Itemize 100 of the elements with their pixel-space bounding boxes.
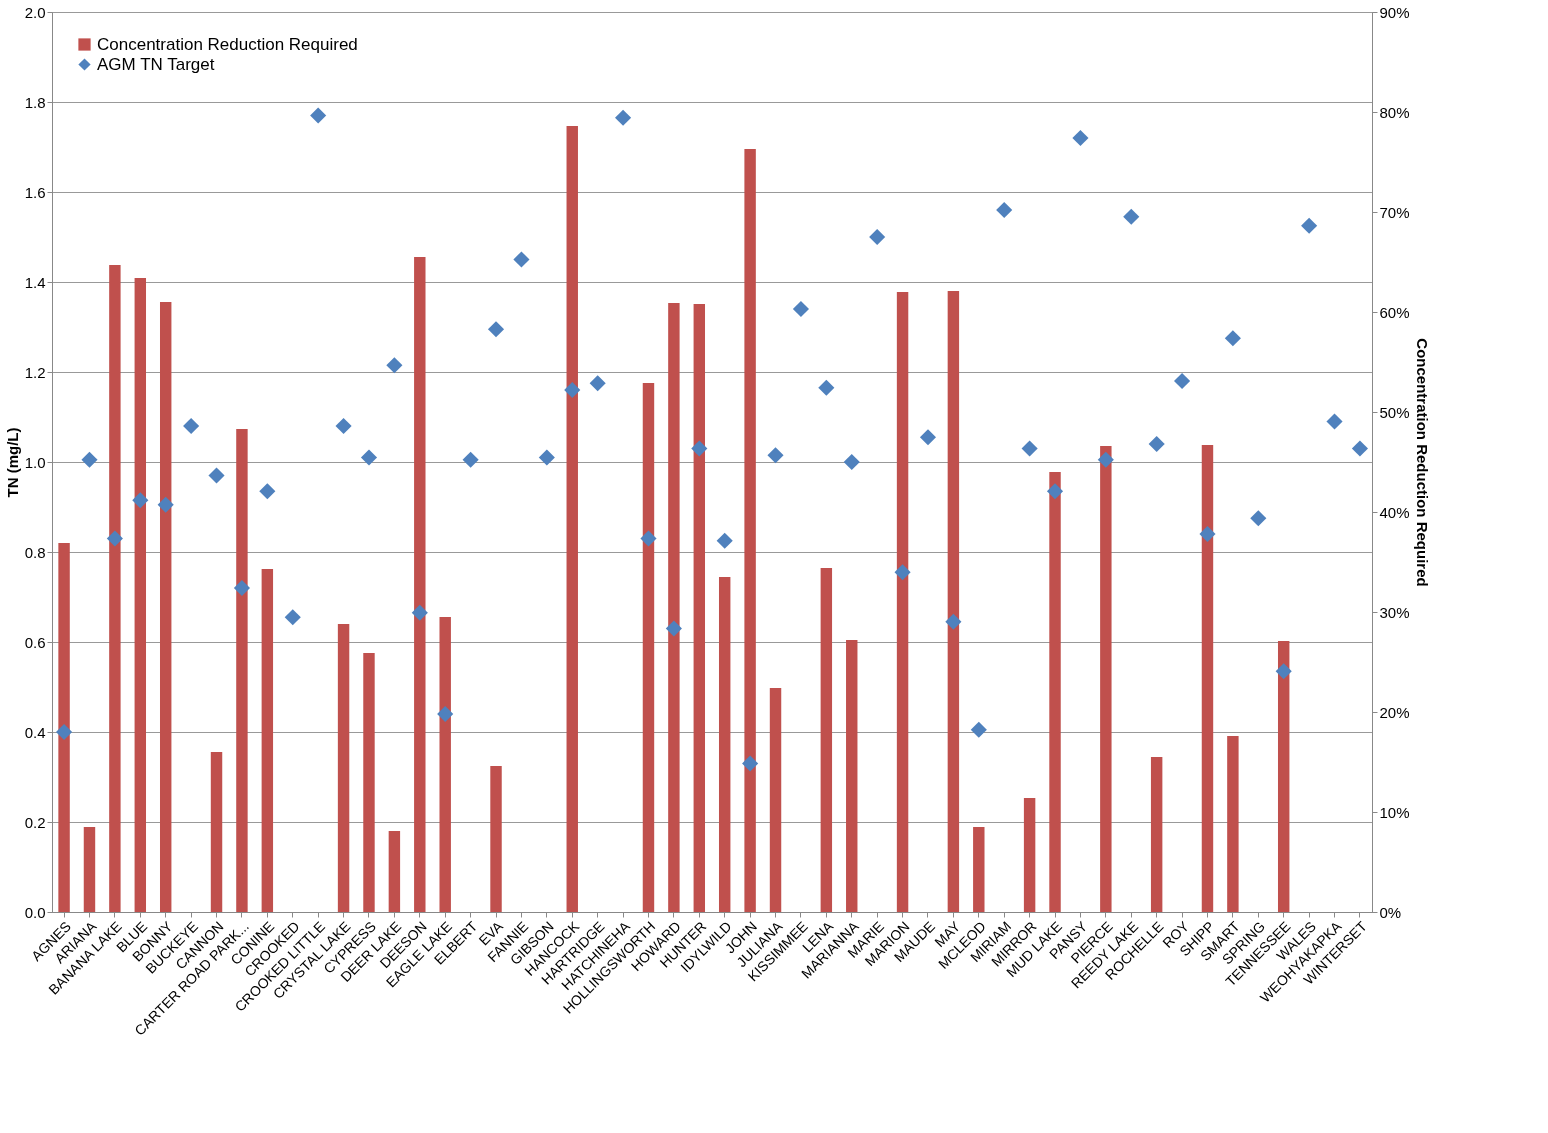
point <box>233 579 250 597</box>
bar <box>566 126 578 912</box>
point <box>919 429 937 446</box>
point <box>56 723 73 741</box>
point <box>208 467 225 484</box>
point <box>970 721 987 738</box>
bar <box>820 568 833 912</box>
point <box>615 109 632 126</box>
y-tick-label: 1.8 <box>24 93 46 111</box>
point <box>411 604 428 621</box>
bar <box>718 577 731 912</box>
bar <box>1023 798 1036 912</box>
y2-axis-title: Concentration Reduction Required <box>1413 338 1431 587</box>
point <box>538 449 555 466</box>
point <box>81 451 98 468</box>
y-tick-label: 1.4 <box>24 273 46 291</box>
point <box>437 705 454 723</box>
point <box>1301 217 1318 234</box>
point <box>792 300 809 318</box>
bar <box>744 149 756 912</box>
bar <box>947 291 960 912</box>
bar <box>388 831 401 912</box>
y-tick-label: 1.6 <box>24 183 46 201</box>
y2-tick-label: 90% <box>1379 3 1410 21</box>
point <box>691 440 708 457</box>
bar <box>1201 445 1214 912</box>
bar <box>159 302 172 912</box>
bar <box>210 752 223 912</box>
point <box>640 530 657 547</box>
point <box>818 379 835 396</box>
point <box>869 228 886 246</box>
y2-tick-label: 30% <box>1379 603 1410 621</box>
point <box>462 451 479 468</box>
y2-tick-label: 80% <box>1379 103 1410 121</box>
bar <box>973 827 985 912</box>
point <box>1021 440 1038 457</box>
point <box>1224 330 1241 347</box>
point <box>894 564 911 581</box>
point <box>564 381 581 399</box>
y-tick-label: 0.2 <box>24 813 46 831</box>
point <box>1199 525 1216 543</box>
point <box>1250 510 1267 527</box>
bar <box>261 569 274 912</box>
y-tick-label: 1.2 <box>24 363 46 381</box>
point <box>284 609 301 626</box>
bar <box>1049 472 1061 912</box>
point <box>1326 413 1343 430</box>
point <box>1148 435 1165 453</box>
point <box>767 447 784 464</box>
point <box>1275 663 1292 680</box>
point <box>843 453 860 471</box>
point <box>1046 483 1064 500</box>
bar <box>1277 641 1290 912</box>
bar <box>846 640 858 912</box>
bar <box>1100 446 1112 912</box>
bar <box>439 617 451 912</box>
bar <box>83 827 96 912</box>
bar <box>668 303 680 912</box>
bar <box>134 278 147 912</box>
point <box>589 375 606 392</box>
legend-label: Concentration Reduction Required <box>97 34 358 54</box>
point <box>665 620 682 637</box>
point <box>310 107 327 124</box>
point <box>996 201 1013 219</box>
point <box>386 357 403 374</box>
point <box>487 321 505 338</box>
point <box>716 532 733 549</box>
bar <box>1227 736 1239 912</box>
y-tick-label: 1.0 <box>24 453 46 471</box>
y-tick-label: 0.0 <box>24 903 46 921</box>
bar <box>642 383 655 912</box>
y-axis-title: TN (mg/L) <box>3 427 21 498</box>
point <box>157 496 174 513</box>
bar <box>490 766 502 912</box>
point <box>360 449 378 466</box>
bar <box>693 304 706 912</box>
bar <box>769 688 782 912</box>
point <box>132 492 149 509</box>
bar <box>896 292 909 912</box>
y2-tick-label: 70% <box>1379 203 1410 221</box>
bar <box>236 429 248 912</box>
bar <box>414 257 426 912</box>
point <box>1072 129 1089 147</box>
y-tick-label: 0.4 <box>24 723 46 741</box>
y2-tick-label: 60% <box>1379 303 1410 321</box>
y2-tick-label: 0% <box>1379 903 1402 921</box>
y-tick-label: 2.0 <box>24 3 46 21</box>
point <box>742 755 759 772</box>
point <box>183 417 200 435</box>
point <box>259 483 276 500</box>
point <box>335 417 352 435</box>
bar <box>1150 757 1163 912</box>
y2-tick-label: 10% <box>1379 803 1410 821</box>
point <box>106 530 123 547</box>
bar <box>58 543 70 912</box>
y-tick-label: 0.6 <box>24 633 46 651</box>
point <box>1123 208 1140 225</box>
legend-label: AGM TN Target <box>97 54 215 74</box>
y-tick-label: 0.8 <box>24 543 46 561</box>
bar <box>363 653 375 912</box>
